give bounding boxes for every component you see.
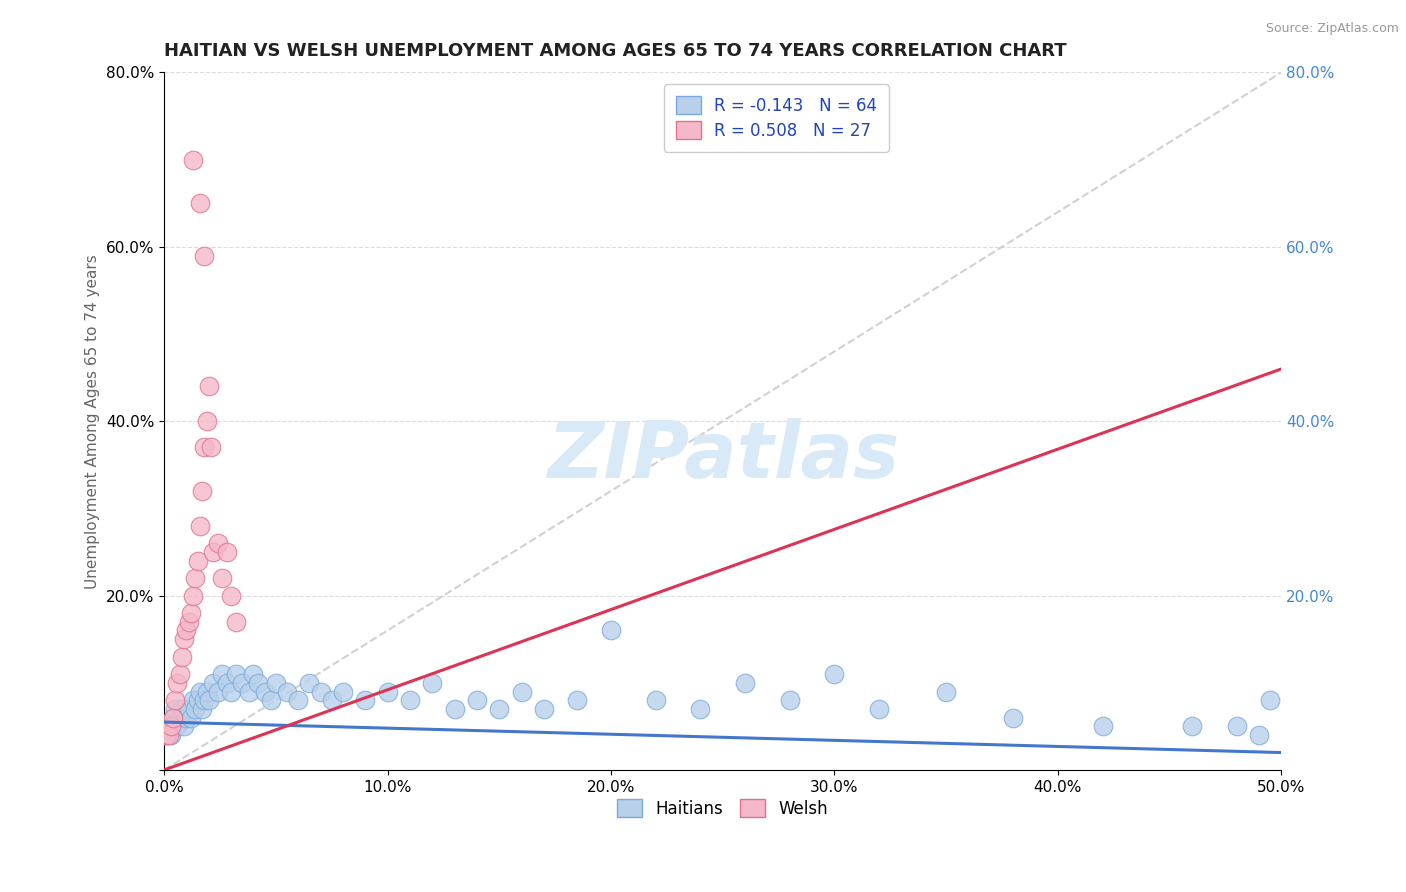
Point <box>567 693 589 707</box>
Point <box>197 693 219 707</box>
Point <box>510 684 533 698</box>
Point <box>169 667 191 681</box>
Point <box>533 702 555 716</box>
Point <box>155 728 177 742</box>
Point <box>195 684 218 698</box>
Point <box>309 684 332 698</box>
Point <box>181 693 204 707</box>
Point <box>191 702 214 716</box>
Point <box>176 711 198 725</box>
Point <box>207 536 229 550</box>
Point <box>184 571 207 585</box>
Point <box>219 684 242 698</box>
Point <box>264 675 287 690</box>
Point <box>155 728 177 742</box>
Point <box>157 719 180 733</box>
Point <box>219 589 242 603</box>
Point <box>187 554 209 568</box>
Point <box>420 675 443 690</box>
Text: HAITIAN VS WELSH UNEMPLOYMENT AMONG AGES 65 TO 74 YEARS CORRELATION CHART: HAITIAN VS WELSH UNEMPLOYMENT AMONG AGES… <box>165 42 1067 60</box>
Point <box>276 684 298 698</box>
Legend: Haitians, Welsh: Haitians, Welsh <box>610 792 835 824</box>
Point <box>443 702 465 716</box>
Point <box>187 693 209 707</box>
Point <box>225 667 247 681</box>
Point <box>165 702 187 716</box>
Point <box>193 441 215 455</box>
Point <box>200 441 222 455</box>
Point <box>465 693 488 707</box>
Point <box>779 693 801 707</box>
Point <box>734 675 756 690</box>
Point <box>321 693 343 707</box>
Point <box>935 684 957 698</box>
Point <box>170 649 193 664</box>
Point <box>170 702 193 716</box>
Point <box>188 196 211 211</box>
Point <box>176 624 198 638</box>
Point <box>188 684 211 698</box>
Point <box>211 667 233 681</box>
Point <box>689 702 711 716</box>
Point <box>1091 719 1114 733</box>
Point <box>211 571 233 585</box>
Point <box>399 693 422 707</box>
Point <box>177 615 200 629</box>
Point <box>215 675 238 690</box>
Point <box>644 693 666 707</box>
Point <box>165 693 187 707</box>
Point <box>165 719 187 733</box>
Point <box>1181 719 1204 733</box>
Point <box>260 693 283 707</box>
Point <box>193 248 215 262</box>
Point <box>177 702 200 716</box>
Point <box>180 711 202 725</box>
Point <box>287 693 309 707</box>
Point <box>166 675 188 690</box>
Point <box>159 719 181 733</box>
Point <box>824 667 846 681</box>
Text: Source: ZipAtlas.com: Source: ZipAtlas.com <box>1265 22 1399 36</box>
Point <box>246 675 269 690</box>
Point <box>238 684 260 698</box>
Point <box>868 702 890 716</box>
Point <box>159 728 181 742</box>
Point <box>377 684 399 698</box>
Point <box>197 379 219 393</box>
Point <box>173 719 195 733</box>
Point <box>162 711 184 725</box>
Point <box>180 606 202 620</box>
Point <box>181 589 204 603</box>
Point <box>225 615 247 629</box>
Point <box>1247 728 1270 742</box>
Point <box>181 153 204 167</box>
Point <box>191 483 214 498</box>
Point <box>298 675 321 690</box>
Point <box>195 414 218 428</box>
Point <box>184 702 207 716</box>
Point <box>169 711 191 725</box>
Point <box>162 711 184 725</box>
Point <box>600 624 623 638</box>
Point <box>202 545 225 559</box>
Point <box>488 702 510 716</box>
Point <box>332 684 354 698</box>
Point <box>215 545 238 559</box>
Point <box>193 693 215 707</box>
Point <box>231 675 253 690</box>
Text: ZIPatlas: ZIPatlas <box>547 418 898 494</box>
Point <box>1258 693 1281 707</box>
Point <box>354 693 377 707</box>
Point <box>202 675 225 690</box>
Point <box>173 632 195 647</box>
Point <box>207 684 229 698</box>
Y-axis label: Unemployment Among Ages 65 to 74 years: Unemployment Among Ages 65 to 74 years <box>86 254 100 589</box>
Point <box>166 719 188 733</box>
Point <box>1002 711 1025 725</box>
Point <box>242 667 264 681</box>
Point <box>1226 719 1249 733</box>
Point <box>253 684 276 698</box>
Point <box>188 519 211 533</box>
Point <box>157 728 180 742</box>
